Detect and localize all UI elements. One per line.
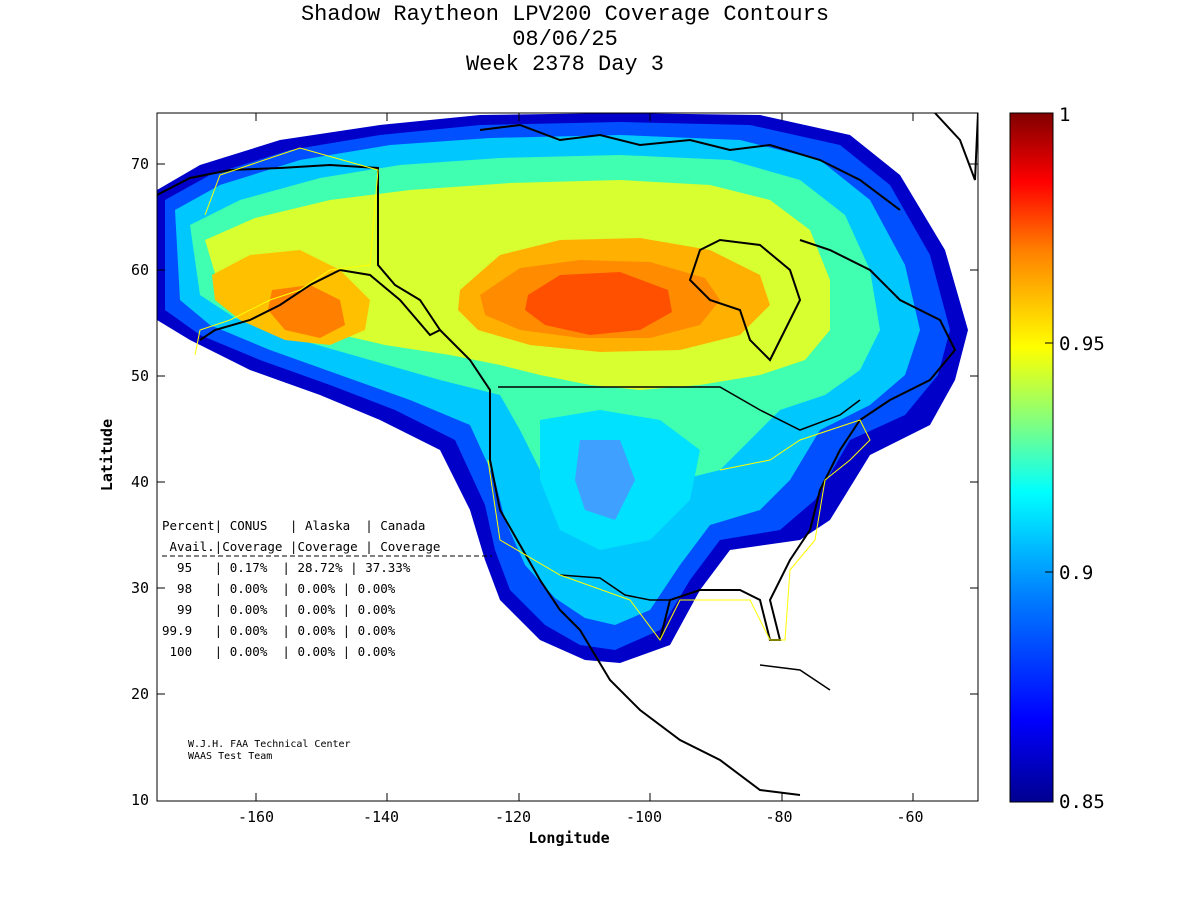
y-tick-label: 30 <box>131 579 149 597</box>
stats-header-1: Percent| CONUS | Alaska | Canada <box>162 518 425 533</box>
credit-line-2: WAAS Test Team <box>188 751 272 762</box>
x-tick-label: -80 <box>765 808 792 826</box>
plot-title: Shadow Raytheon LPV200 Coverage Contours <box>300 2 830 27</box>
x-tick-label: -60 <box>896 808 923 826</box>
stats-row: 95 | 0.17% | 28.72% | 37.33% <box>162 560 411 575</box>
stats-row: 99 | 0.00% | 0.00% | 0.00% <box>162 602 396 617</box>
colorbar-label: 0.9 <box>1059 562 1093 584</box>
y-tick-label: 50 <box>131 367 149 385</box>
west-coast <box>439 329 581 631</box>
gulf-coast <box>659 529 811 641</box>
stats-header-2: Avail.|Coverage |Coverage | Coverage <box>162 539 440 554</box>
x-tick-label: -120 <box>495 808 531 826</box>
plot-date: 08/06/25 <box>512 27 618 52</box>
colorbar <box>1009 112 1054 803</box>
y-tick-label: 20 <box>131 685 149 703</box>
colorbar-ticks <box>1045 342 1053 573</box>
x-tick-label: -160 <box>238 808 274 826</box>
y-tick-label: 40 <box>131 473 149 491</box>
y-tick-label: 10 <box>131 791 149 809</box>
stats-row: 99.9 | 0.00% | 0.00% | 0.00% <box>162 623 396 638</box>
us-mexico-border <box>559 574 670 601</box>
y-tick-label: 60 <box>131 261 149 279</box>
colorbar-label: 1 <box>1059 104 1070 126</box>
colorbar-label: 0.85 <box>1059 791 1105 813</box>
y-tick-label: 70 <box>131 155 149 173</box>
east-coast <box>799 239 957 531</box>
x-axis-label: Longitude <box>528 829 609 847</box>
x-tick-label: -100 <box>626 808 662 826</box>
credit-line-1: W.J.H. FAA Technical Center <box>188 739 351 750</box>
greenland <box>934 113 978 181</box>
plot-border <box>156 112 979 802</box>
conus-volume <box>487 419 871 641</box>
contour-091-conus <box>575 440 635 520</box>
mexico-coast <box>579 629 801 796</box>
x-tick-labels: -160 -140 -120 -100 -80 -60 <box>238 808 924 826</box>
service-volumes <box>194 147 871 641</box>
colorbar-labels: 1 0.95 0.9 0.85 <box>1059 104 1105 813</box>
hudson-bay <box>688 238 802 362</box>
coverage-stats-table: Percent| CONUS | Alaska | Canada Avail.|… <box>162 518 492 659</box>
plot-week: Week 2378 Day 3 <box>465 52 665 77</box>
stats-row: 100 | 0.00% | 0.00% | 0.00% <box>162 644 396 659</box>
us-canada-border <box>498 386 861 431</box>
x-tick-label: -140 <box>363 808 399 826</box>
credit-note: W.J.H. FAA Technical Center WAAS Test Te… <box>188 739 351 762</box>
cuba <box>759 664 831 691</box>
y-axis-label: Latitude <box>98 419 116 491</box>
stats-row: 98 | 0.00% | 0.00% | 0.00% <box>162 581 396 596</box>
contour-096 <box>268 285 345 338</box>
alaska-volume <box>194 147 379 356</box>
tick-marks <box>157 113 978 801</box>
coastlines <box>157 113 978 796</box>
contour-097 <box>525 272 672 335</box>
arctic-islands <box>479 123 901 211</box>
colorbar-label: 0.95 <box>1059 333 1105 355</box>
y-tick-labels: 70 60 50 40 30 20 10 <box>131 155 149 809</box>
